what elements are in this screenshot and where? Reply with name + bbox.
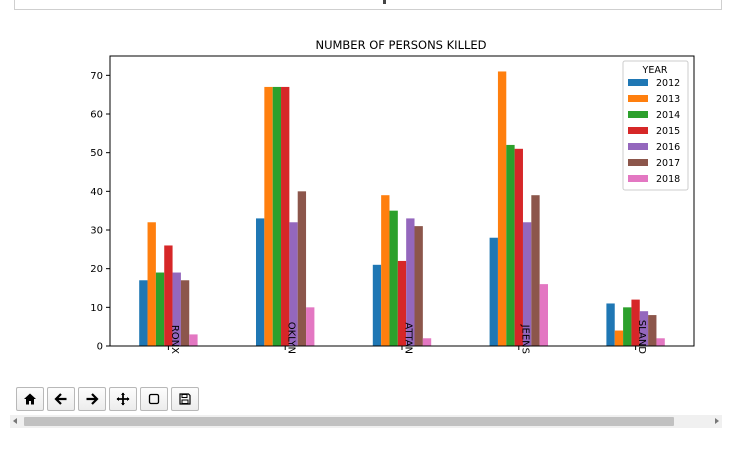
y-tick-label: 30 [90, 226, 103, 237]
bar [514, 148, 523, 346]
y-tick-label: 50 [90, 148, 103, 159]
x-axis: RONX OKLYN ATTAN JEENS SLAND [167, 320, 647, 354]
bar [406, 218, 415, 346]
home-button[interactable] [16, 387, 44, 411]
y-tick-label: 20 [90, 264, 103, 275]
legend-label: 2015 [656, 126, 680, 137]
home-icon [24, 393, 36, 405]
legend-swatch [628, 111, 648, 118]
bar [139, 280, 148, 346]
bar [606, 303, 615, 346]
x-tick-label: SLAND [636, 320, 647, 354]
bar [656, 338, 665, 346]
scroll-right-icon[interactable] [715, 418, 719, 424]
arrow-right-icon [86, 393, 99, 405]
x-tick-label: JEENS [519, 324, 530, 354]
move-icon [116, 392, 130, 406]
top-input-strip [14, 0, 722, 10]
floppy-disk-icon [179, 393, 191, 405]
legend-swatch [628, 175, 648, 182]
x-tick-label: RONX [169, 325, 180, 354]
bar [164, 245, 173, 346]
bar [414, 226, 423, 346]
y-tick-label: 60 [90, 110, 103, 121]
legend-label: 2018 [656, 174, 680, 185]
bar [372, 264, 382, 346]
bar [531, 195, 540, 346]
bar [489, 237, 498, 346]
square-icon [148, 393, 160, 405]
plot-area [139, 71, 665, 347]
legend-label: 2012 [656, 78, 680, 89]
legend-label: 2013 [656, 94, 680, 105]
bar [297, 191, 307, 346]
y-tick-label: 10 [90, 303, 103, 314]
save-button[interactable] [171, 387, 199, 411]
pan-button[interactable] [109, 387, 137, 411]
bar [172, 272, 181, 346]
bar [264, 86, 273, 347]
bar [422, 338, 432, 346]
bar [522, 222, 532, 346]
bar [648, 315, 657, 346]
bar [155, 272, 165, 346]
forward-button[interactable] [78, 387, 106, 411]
legend-swatch [628, 79, 648, 86]
legend-swatch [628, 159, 648, 166]
scrollbar-thumb[interactable] [24, 417, 674, 426]
legend-swatch [628, 127, 648, 134]
legend-swatch [628, 143, 648, 150]
bar [272, 86, 282, 347]
y-tick-label: 70 [90, 71, 103, 82]
bar [256, 218, 265, 346]
y-tick-label: 0 [97, 342, 103, 353]
bar [381, 195, 390, 346]
legend-swatch [628, 95, 648, 102]
bar [281, 86, 290, 347]
x-tick-label: ATTAN [403, 322, 414, 354]
arrow-left-icon [54, 393, 67, 405]
y-axis: 0 10 20 30 40 50 60 70 [90, 71, 110, 353]
y-tick-label: 40 [90, 187, 103, 198]
bar [623, 307, 632, 346]
x-tick-label: OKLYN [286, 322, 297, 354]
bar [614, 330, 624, 346]
bar [147, 222, 156, 346]
bar [180, 280, 190, 346]
legend-label: 2014 [656, 110, 680, 121]
horizontal-scrollbar[interactable] [10, 415, 722, 428]
bar [189, 334, 198, 346]
legend-label: 2016 [656, 142, 680, 153]
legend: YEAR 2012 2013 2014 2015 2016 2017 2018 [622, 60, 689, 191]
bar [506, 144, 515, 346]
zoom-button[interactable] [140, 387, 168, 411]
legend-title: YEAR [642, 65, 668, 76]
bar [497, 71, 507, 346]
legend-box [622, 60, 689, 191]
navigation-toolbar [16, 387, 199, 411]
bar [397, 260, 407, 346]
chart-title: NUMBER OF PERSONS KILLED [315, 38, 486, 52]
strip-marker [383, 0, 386, 4]
bar-chart: NUMBER OF PERSONS KILLED 0 10 20 30 40 50 60 70… [90, 38, 695, 354]
back-button[interactable] [47, 387, 75, 411]
bar [539, 284, 548, 346]
bar [639, 311, 649, 346]
bar [306, 307, 315, 346]
bar [631, 299, 640, 346]
bar [289, 222, 298, 346]
bar [389, 210, 398, 346]
legend-label: 2017 [656, 158, 680, 169]
scroll-left-icon[interactable] [13, 418, 17, 424]
